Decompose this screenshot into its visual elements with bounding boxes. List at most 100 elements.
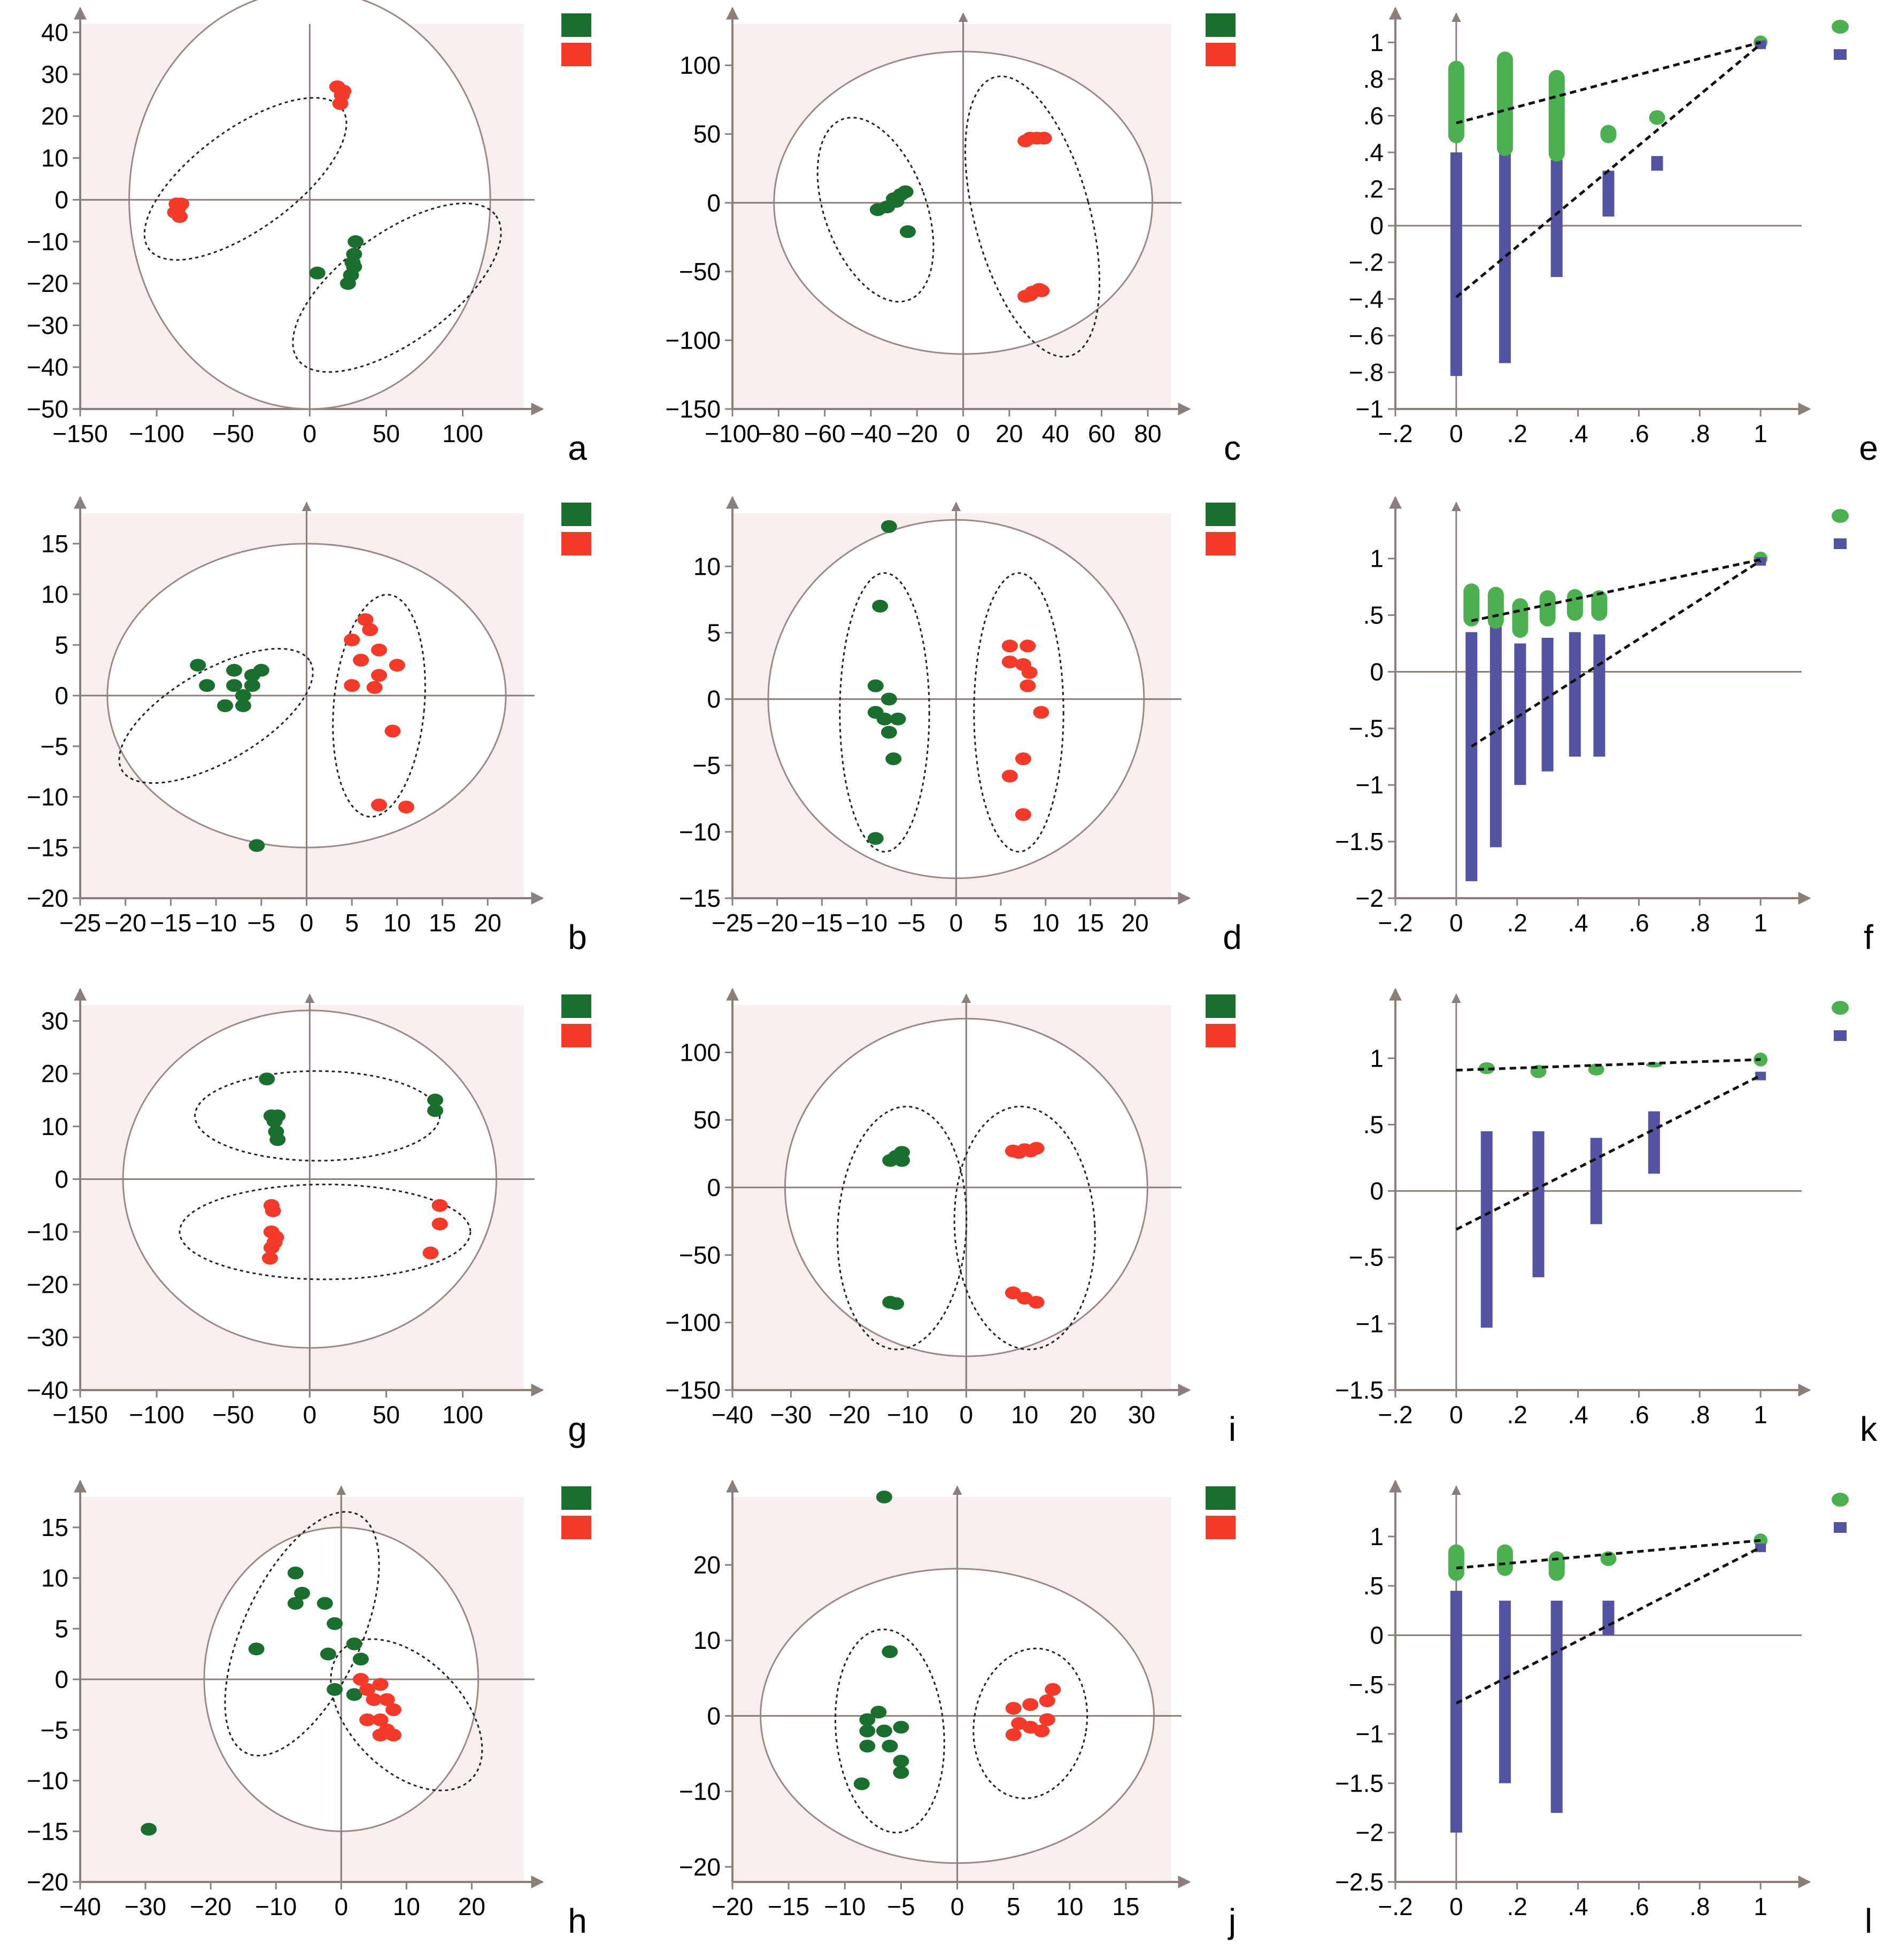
panel-label: l [1865, 1902, 1872, 1940]
point-group1 [853, 1777, 870, 1791]
y-tick-label: 0 [1370, 1621, 1384, 1649]
point-group2 [1045, 1683, 1061, 1696]
y-tick-label: −10 [679, 1778, 721, 1805]
legend-marker-r2 [1832, 1493, 1849, 1507]
point-group2 [1015, 808, 1031, 821]
point-group1 [199, 679, 215, 692]
x-tick-label: 10 [1011, 1401, 1038, 1429]
y-tick-label: −.5 [1349, 1671, 1384, 1699]
point-group2 [1033, 706, 1049, 719]
point-group1 [253, 663, 269, 677]
group-ellipse [836, 1106, 968, 1351]
panel-f: −.2 0 .2 .4 .6 .8 1 −2 −1.5 −1 −.5 0 .5 1 f [1335, 496, 1873, 956]
x-tick-label: 15 [1077, 909, 1104, 937]
x-tick-label: 1 [1754, 909, 1767, 937]
x-tick-label: −30 [770, 1401, 812, 1429]
x-tick-label: .8 [1689, 1893, 1710, 1920]
x-tick-label: 100 [442, 420, 483, 447]
q2-permutation-column [1450, 152, 1462, 376]
y-tick-label: −20 [27, 1271, 68, 1299]
group-ellipse [816, 117, 935, 303]
point-group2 [372, 1713, 389, 1726]
point-group1 [876, 1491, 892, 1503]
point-group1 [890, 712, 906, 726]
r2-permutation-column [1448, 60, 1464, 143]
x-tick-label: −50 [212, 1401, 254, 1429]
point-group1 [867, 679, 884, 692]
group-ellipse [834, 1629, 945, 1834]
y-tick-label: .4 [1363, 138, 1384, 166]
x-tick-label: .2 [1507, 909, 1527, 937]
x-tick-label: 10 [1032, 909, 1059, 937]
point-group1 [348, 235, 364, 248]
q2-permutation-column [1651, 156, 1663, 171]
point-group1 [316, 1596, 333, 1610]
x-tick-label: 20 [995, 420, 1023, 447]
x-tick-label: .6 [1628, 1893, 1649, 1920]
legend-marker-r2 [1832, 509, 1849, 523]
q2-permutation-column [1499, 137, 1511, 364]
x-tick-label: 0 [960, 1401, 974, 1429]
y-tick-label: −10 [27, 1767, 68, 1795]
q2-permutation-column [1569, 632, 1581, 757]
y-tick-label: 10 [41, 1113, 68, 1140]
panel-label: g [568, 1410, 587, 1448]
y-tick-label: −100 [665, 1309, 721, 1337]
point-group1 [244, 679, 260, 692]
q2-permutation-column [1602, 171, 1615, 217]
x-tick-label: −40 [59, 1893, 101, 1920]
point-group1 [294, 1587, 310, 1600]
point-group2 [1028, 1295, 1045, 1309]
y-tick-label: 0 [1370, 658, 1384, 685]
x-tick-label: −20 [712, 1893, 753, 1920]
panel-label: j [1228, 1902, 1236, 1940]
point-group2 [1022, 1144, 1039, 1158]
y-tick-label: 10 [693, 1626, 721, 1654]
plot-background [1395, 513, 1791, 898]
y-tick-label: −2.5 [1335, 1868, 1384, 1896]
point-group1 [897, 185, 914, 198]
x-tick-label: −.2 [1378, 420, 1412, 447]
point-group1 [894, 1154, 910, 1167]
q2-permutation-column [1648, 1111, 1660, 1174]
x-tick-label: 80 [1134, 420, 1161, 447]
point-group2 [1015, 752, 1031, 766]
y-tick-label: 40 [41, 19, 68, 47]
group-ellipse [972, 1647, 1089, 1800]
point-group2 [172, 210, 188, 223]
point-group1 [352, 1653, 369, 1666]
x-tick-label: .2 [1507, 1893, 1527, 1920]
point-group1 [427, 1104, 443, 1117]
x-tick-label: 0 [1449, 909, 1463, 937]
x-tick-label: −50 [212, 420, 254, 447]
point-group1 [141, 1823, 157, 1836]
point-group2 [335, 84, 352, 98]
point-group2 [344, 679, 360, 692]
point-group2 [1005, 1286, 1021, 1300]
legend-swatch-group1 [1206, 13, 1236, 37]
point-group1 [870, 1706, 887, 1719]
legend-marker-r2 [1832, 20, 1849, 34]
y-tick-label: 0 [1370, 1177, 1384, 1205]
y-tick-label: 15 [41, 1514, 68, 1541]
point-group1 [427, 1093, 443, 1107]
point-group1 [893, 1766, 909, 1779]
point-group2 [261, 1252, 278, 1265]
y-tick-label: −15 [27, 1817, 68, 1845]
y-tick-label: 0 [55, 1165, 68, 1193]
y-tick-label: .5 [1363, 1572, 1384, 1600]
point-group1 [867, 832, 884, 845]
panel-label: k [1860, 1410, 1878, 1448]
y-tick-label: −30 [27, 1323, 68, 1351]
panel-label: b [568, 918, 587, 956]
panel-c: −100−80 −60 −40 −20 0 20 40 60 80−150−100−500501… [665, 6, 1241, 467]
point-group2 [1001, 655, 1018, 669]
point-group1 [259, 1072, 275, 1086]
group-ellipse [179, 1183, 472, 1280]
point-group1 [327, 1683, 343, 1696]
